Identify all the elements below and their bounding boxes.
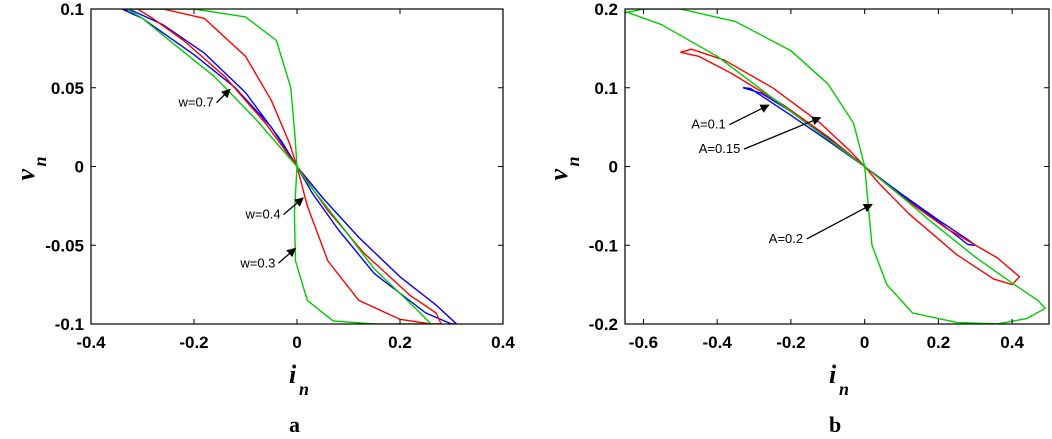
x-tick-label: 0.2 — [388, 333, 412, 352]
x-axis-label: i — [289, 360, 297, 389]
y-tick-label: 0 — [75, 158, 84, 177]
y-tick-label: 0.2 — [594, 0, 618, 19]
panel-b: -0.6 -0.4 -0.2 0 0.2 0.4-0.2-0.100.10.2i nvnA=… — [544, 0, 1050, 437]
x-tick-label: -0.4 — [76, 333, 106, 352]
y-axis-label-subscript: n — [30, 156, 50, 166]
annotation-label: w=0.4 — [245, 206, 281, 221]
y-tick-label: 0 — [609, 158, 618, 177]
y-axis-label-group: vn — [11, 156, 50, 180]
series-line-3 — [126, 9, 432, 324]
annotation-arrow — [806, 203, 873, 240]
y-tick-label: -0.1 — [55, 315, 84, 334]
series-line-3 — [625, 9, 1046, 324]
y-tick-label: 0.1 — [594, 79, 618, 98]
axes-frame — [624, 8, 1050, 325]
y-tick-label: 0.05 — [51, 79, 84, 98]
x-tick-label: 0 — [860, 333, 869, 352]
x-tick-label: -0.6 — [629, 333, 658, 352]
annotation-arrow — [216, 88, 231, 104]
annotation-arrow — [743, 116, 822, 150]
y-axis-label: v — [11, 169, 40, 181]
x-axis-label-subscript: n — [839, 379, 849, 399]
x-tick-label: -0.2 — [776, 333, 805, 352]
annotation-label: A=0.15 — [699, 141, 741, 156]
annotation-arrow — [729, 104, 770, 126]
annotation-label: A=0.1 — [691, 117, 725, 132]
x-tick-label: -0.4 — [703, 333, 733, 352]
y-tick-label: -0.2 — [589, 315, 618, 334]
x-tick-label: 0.4 — [1000, 333, 1024, 352]
series-line-1 — [742, 87, 976, 246]
series-line-2 — [137, 9, 442, 324]
y-tick-label: -0.05 — [45, 236, 84, 255]
annotation-label: w=0.7 — [178, 95, 214, 110]
y-axis-label-subscript: n — [563, 156, 583, 166]
x-tick-label: -0.2 — [179, 333, 208, 352]
annotation-label: w=0.3 — [239, 255, 275, 270]
x-tick-label: 0.4 — [491, 333, 515, 352]
y-tick-label: 0.1 — [60, 0, 84, 19]
annotation-arrow — [277, 247, 297, 264]
annotation-label: A=0.2 — [769, 231, 803, 246]
panel-label: a — [289, 412, 300, 437]
panel-label: b — [829, 412, 841, 437]
x-axis-label: i — [829, 360, 837, 389]
y-axis-label-group: vn — [544, 156, 583, 180]
x-axis-label-subscript: n — [299, 379, 309, 399]
x-tick-label: 0 — [292, 333, 301, 352]
x-tick-label: 0.2 — [927, 333, 951, 352]
series-line-1 — [121, 9, 458, 324]
y-axis-label: v — [544, 169, 573, 181]
series-line-2 — [680, 48, 1021, 286]
y-tick-label: -0.1 — [589, 236, 618, 255]
annotation-arrow — [283, 197, 304, 215]
